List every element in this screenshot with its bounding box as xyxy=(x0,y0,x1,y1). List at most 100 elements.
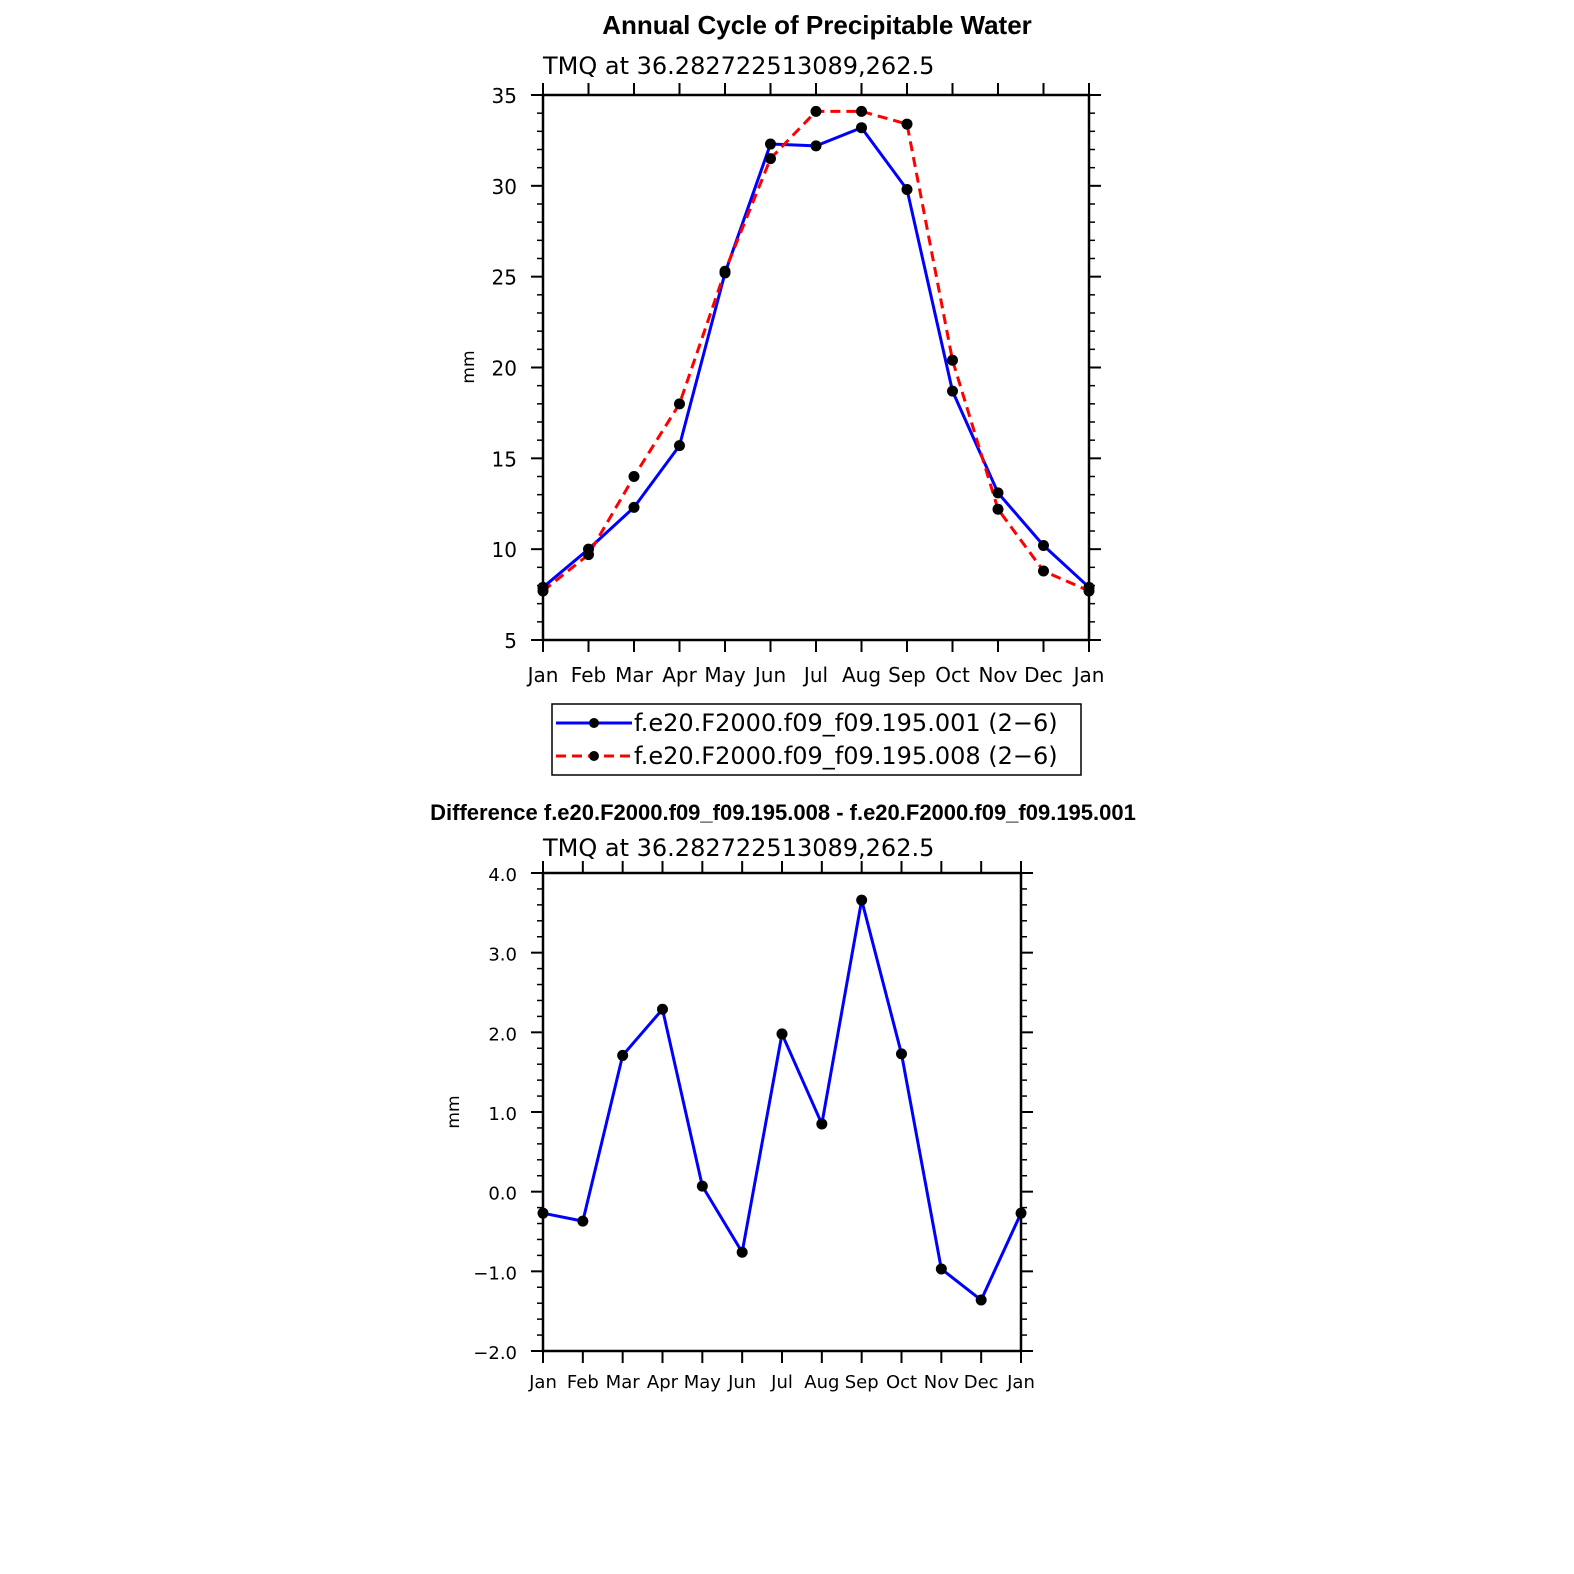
series-1-point xyxy=(1015,1207,1027,1219)
x-tick-label: Jul xyxy=(770,1372,793,1393)
y-tick-label: 0.0 xyxy=(488,1184,517,1205)
x-tick-label: Apr xyxy=(647,1372,679,1393)
legend-marker-series-1 xyxy=(589,718,599,728)
chart2-title: Difference f.e20.F2000.f09_f09.195.008 -… xyxy=(430,800,1136,825)
series-1-point xyxy=(577,1215,589,1227)
x-tick-label: Nov xyxy=(924,1372,959,1393)
x-tick-label: Apr xyxy=(662,663,697,687)
x-tick-label: Aug xyxy=(842,663,881,687)
x-tick-label: Sep xyxy=(888,663,926,687)
x-tick-label: Jan xyxy=(528,1372,557,1393)
series-1-point xyxy=(816,1118,828,1130)
difference-chart: Difference f.e20.F2000.f09_f09.195.008 -… xyxy=(430,800,1136,1393)
series-1-point xyxy=(901,183,913,195)
y-tick-label: 4.0 xyxy=(488,865,517,886)
legend-label-series-1: f.e20.F2000.f09_f09.195.001 (2−6) xyxy=(634,709,1058,737)
series-1-point xyxy=(856,122,867,134)
series-1-point xyxy=(810,140,822,152)
series-2-point xyxy=(583,549,594,561)
x-tick-label: Jan xyxy=(1006,1372,1035,1393)
series-line-2 xyxy=(542,109,1090,593)
chart2-subtitle: TMQ at 36.282722513089,262.5 xyxy=(542,834,934,862)
x-tick-label: May xyxy=(684,1372,722,1393)
series-1-point xyxy=(896,1048,907,1060)
series-1-point xyxy=(657,1003,668,1015)
plot-border xyxy=(541,871,1023,1353)
x-tick-label: Feb xyxy=(567,1372,599,1393)
x-tick-label: Nov xyxy=(978,663,1017,687)
series-2-point xyxy=(765,153,776,165)
chart1-series xyxy=(537,105,1095,597)
chart1-title: Annual Cycle of Precipitable Water xyxy=(602,10,1032,40)
series-1-point xyxy=(696,1180,708,1192)
x-tick-label: Jun xyxy=(727,1372,756,1393)
series-1-point xyxy=(947,385,958,397)
x-tick-label: Oct xyxy=(886,1372,917,1393)
series-2-point xyxy=(1083,585,1095,597)
series-2-point xyxy=(1038,565,1049,577)
legend-label-series-2: f.e20.F2000.f09_f09.195.008 (2−6) xyxy=(634,742,1058,770)
series-2-point xyxy=(901,118,913,130)
y-tick-label: 20 xyxy=(492,357,517,381)
y-tick-label: −1.0 xyxy=(473,1263,517,1284)
x-tick-label: Dec xyxy=(1024,663,1063,687)
chart1-legend: f.e20.F2000.f09_f09.195.001 (2−6) f.e20.… xyxy=(551,703,1082,776)
series-2-point xyxy=(674,398,685,410)
chart2-ylabel: mm xyxy=(444,1095,464,1128)
series-2-point xyxy=(537,585,549,597)
chart1-plot-frame xyxy=(541,93,1091,642)
legend-marker-series-2 xyxy=(589,751,599,761)
y-tick-label: 1.0 xyxy=(488,1104,517,1125)
x-tick-label: Oct xyxy=(935,663,970,687)
y-tick-label: 10 xyxy=(492,538,517,562)
y-tick-label: 5 xyxy=(504,629,517,653)
x-tick-label: Jul xyxy=(802,663,828,687)
series-line-1 xyxy=(542,126,1091,589)
y-tick-label: −2.0 xyxy=(473,1343,517,1364)
x-tick-label: Aug xyxy=(804,1372,839,1393)
series-1-point xyxy=(617,1049,629,1061)
y-tick-label: 2.0 xyxy=(488,1024,517,1045)
series-1-point xyxy=(856,894,868,906)
series-2-point xyxy=(856,105,867,117)
chart2-series xyxy=(537,894,1027,1306)
series-1-point xyxy=(628,501,640,513)
series-1-point xyxy=(935,1263,947,1275)
y-tick-label: 30 xyxy=(492,175,517,199)
x-tick-label: Jan xyxy=(526,663,559,687)
x-tick-label: Mar xyxy=(615,663,654,687)
series-1-point xyxy=(776,1028,788,1040)
x-tick-label: May xyxy=(704,663,746,687)
legend-box xyxy=(551,703,1082,776)
series-1-point xyxy=(975,1294,987,1306)
series-2-point xyxy=(810,105,822,117)
series-1-point xyxy=(674,440,685,452)
series-2-point xyxy=(719,265,731,277)
series-1-point xyxy=(537,1207,549,1219)
y-tick-label: 3.0 xyxy=(488,945,517,966)
series-line-1 xyxy=(542,898,1023,1302)
chart1-ticks: Jan Feb Mar Apr May Jun Jul Aug Sep Oct Nov Dec Jan 5… xyxy=(492,83,1105,687)
x-tick-label: Feb xyxy=(571,663,606,687)
series-1-point xyxy=(736,1246,748,1258)
series-2-point xyxy=(628,471,640,482)
annual-cycle-chart: Annual Cycle of Precipitable Water TMQ a… xyxy=(459,10,1105,776)
series-1-point xyxy=(1038,540,1049,552)
x-tick-label: Dec xyxy=(964,1372,999,1393)
chart2-plot-frame xyxy=(541,871,1023,1353)
series-2-point xyxy=(947,354,958,366)
chart2-ticks: Jan Feb Mar Apr May Jun Jul Aug Sep Oct Nov Dec Jan−… xyxy=(473,861,1035,1393)
x-tick-label: Mar xyxy=(606,1372,641,1393)
x-tick-label: Sep xyxy=(845,1372,879,1393)
chart1-ylabel: mm xyxy=(459,350,479,383)
series-2-point xyxy=(992,503,1004,515)
chart1-subtitle: TMQ at 36.282722513089,262.5 xyxy=(542,52,934,80)
x-tick-label: Jan xyxy=(1072,663,1105,687)
series-1-point xyxy=(992,487,1004,499)
y-tick-label: 35 xyxy=(492,84,517,108)
y-tick-label: 25 xyxy=(492,266,517,290)
y-tick-label: 15 xyxy=(492,447,517,471)
x-tick-label: Jun xyxy=(753,663,786,687)
series-1-point xyxy=(765,138,776,150)
